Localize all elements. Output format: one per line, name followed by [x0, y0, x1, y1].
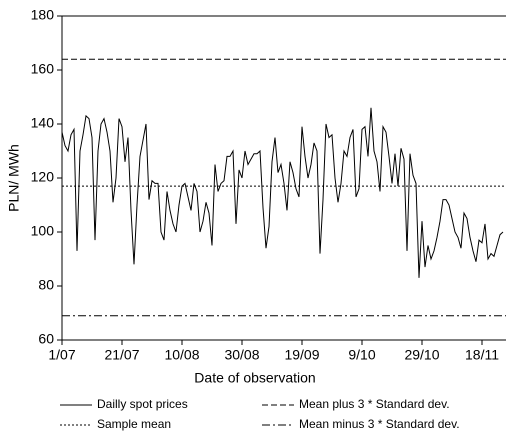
x-tick-label: 21/07 — [104, 347, 139, 363]
y-tick-label: 80 — [38, 277, 54, 293]
x-tick-label: 30/08 — [224, 347, 259, 363]
legend-label: Dailly spot prices — [97, 397, 188, 411]
price-line — [61, 107, 504, 278]
y-tick-label: 160 — [31, 61, 55, 77]
x-tick-label: 10/08 — [164, 347, 199, 363]
y-tick-label: 60 — [38, 331, 54, 347]
legend-label: Sample mean — [97, 417, 171, 431]
legend-label: Mean minus 3 * Standard dev. — [299, 417, 460, 431]
y-tick-label: 180 — [31, 7, 55, 23]
x-tick-label: 1/07 — [48, 347, 75, 363]
x-axis-label: Date of observation — [194, 370, 315, 386]
legend-label: Mean plus 3 * Standard dev. — [299, 397, 450, 411]
x-tick-label: 29/10 — [404, 347, 439, 363]
y-tick-label: 100 — [31, 223, 55, 239]
x-tick-label: 19/09 — [284, 347, 319, 363]
y-axis-label: PLN/ MWh — [6, 144, 22, 212]
y-tick-label: 120 — [31, 169, 55, 185]
x-tick-label: 9/10 — [348, 347, 375, 363]
y-tick-label: 140 — [31, 115, 55, 131]
x-tick-label: 18/11 — [465, 347, 499, 363]
